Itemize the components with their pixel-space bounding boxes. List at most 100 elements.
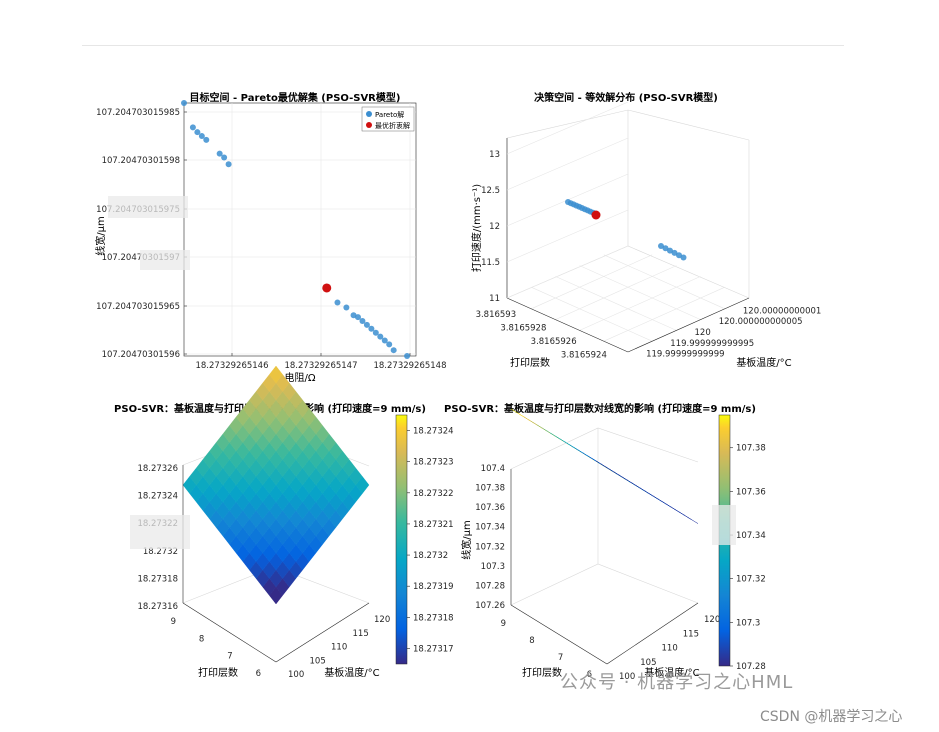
- pareto-point: [386, 341, 393, 348]
- pareto-point: [368, 325, 375, 332]
- y-tick-label: 7: [558, 653, 563, 663]
- x-tick-label: 18.27329265146: [195, 361, 268, 371]
- y-tick-label: 9: [171, 617, 176, 627]
- watermark-wechat: 公众号 · 机器学习之心HML: [560, 672, 794, 693]
- watermark-csdn: CSDN @机器学习之心: [760, 709, 903, 725]
- pareto-point: [667, 247, 673, 254]
- z-tick-label: 107.32: [475, 542, 505, 552]
- colorbar-tick-label: 18.27317: [413, 644, 454, 654]
- y-tick-label: 107.204703015965: [96, 302, 180, 312]
- y-tick-label: 3.8165924: [561, 350, 607, 360]
- pareto-point: [404, 353, 411, 359]
- pareto-point: [359, 318, 366, 325]
- z-tick-label: 107.36: [475, 503, 505, 513]
- grid-line: [579, 276, 701, 331]
- grid-line: [579, 265, 701, 320]
- colorbar-tick-label: 18.27321: [413, 520, 454, 530]
- z-tick-label: 107.38: [475, 484, 505, 494]
- colorbar-tick-label: 107.3: [736, 618, 760, 628]
- blur-overlay: [712, 505, 736, 545]
- chart4-colorbar-ticks: 107.28 107.3 107.32 107.34 107.36 107.38: [730, 444, 766, 672]
- chart2-xlabel: 基板温度/°C: [736, 356, 791, 369]
- y-tick-label: 8: [529, 636, 534, 646]
- pareto-point: [216, 150, 223, 157]
- chart4-title: PSO-SVR：基板温度与打印层数对线宽的影响 (打印速度=9 mm/s): [444, 402, 756, 415]
- chart1-legend: Pareto解 最优折衷解: [361, 106, 415, 132]
- chart2-z-ticks: 11 11.5 12 12.5 13: [481, 101, 629, 304]
- legend-best-label: 最优折衷解: [375, 121, 410, 130]
- x-tick-label: 119.999999999995: [670, 339, 754, 349]
- pareto-point: [198, 133, 205, 140]
- chart3-x-ticks: 100 105 110 115 120: [288, 615, 390, 680]
- best-solution-point: [591, 210, 601, 220]
- colorbar-tick-label: 107.36: [736, 487, 766, 497]
- chart-pareto-2d: 目标空间 - Pareto最优解集 (PSO-SVR模型) 107.204703…: [94, 91, 447, 384]
- pareto-point: [671, 249, 678, 256]
- best-solution-point: [322, 283, 332, 293]
- pareto-point: [676, 252, 682, 259]
- chart3-surface: [182, 365, 370, 605]
- pareto-point: [334, 299, 341, 306]
- chart4-z-ticks: 107.26 107.28 107.3 107.32 107.34 107.36 107.3…: [475, 464, 505, 611]
- chart3-y-ticks: 6 7 8 9: [171, 617, 261, 679]
- blur-overlay: [140, 250, 190, 270]
- z-tick-label: 13: [489, 150, 500, 160]
- chart2-axes: [506, 138, 750, 353]
- colorbar-tick-label: 18.27319: [413, 582, 454, 592]
- grid-line: [555, 276, 677, 331]
- x-tick-label: 119.99999999999: [646, 350, 724, 360]
- legend-pareto-label: Pareto解: [375, 110, 404, 119]
- grid-line: [531, 286, 653, 342]
- grid-line: [603, 286, 725, 342]
- colorbar-tick-label: 18.27323: [413, 458, 454, 468]
- chart1-points: [181, 100, 411, 359]
- pareto-point: [189, 124, 196, 131]
- x-tick-label: 110: [331, 643, 347, 653]
- pareto-point: [680, 254, 687, 261]
- x-tick-label: 100: [288, 670, 304, 680]
- x-tick-label: 120: [374, 615, 390, 625]
- y-tick-label: 107.204703015985: [96, 108, 180, 118]
- legend-pareto-marker: [366, 111, 372, 117]
- chart3-ylabel: 打印层数: [198, 666, 238, 679]
- y-tick-label: 107.20470301596: [102, 350, 180, 360]
- grid-line: [506, 245, 629, 299]
- chart1-plot-area: [183, 102, 417, 357]
- legend-best-marker: [366, 122, 372, 128]
- grid-line: [506, 209, 629, 263]
- colorbar-tick-label: 107.34: [736, 531, 766, 541]
- y-tick-label: 107.20470301598: [102, 156, 180, 166]
- pareto-point: [363, 321, 370, 328]
- surface-patch: [595, 460, 610, 469]
- y-tick-label: 3.8165928: [500, 323, 546, 333]
- pareto-point: [372, 329, 379, 336]
- chart2-points: [565, 199, 687, 261]
- x-tick-label: 18.27329265147: [284, 361, 357, 371]
- chart1-ylabel: 线宽/μm: [94, 216, 107, 255]
- chart-resistance-surface: PSO-SVR：基板温度与打印层数对电阻的影响 (打印速度=9 mm/s) 18…: [114, 365, 454, 680]
- grid-line: [555, 265, 677, 320]
- chart1-xlabel: 电阻/Ω: [284, 371, 315, 384]
- x-tick-label: 100: [619, 672, 635, 682]
- chart1-y-ticks: 107.204703015985 107.20470301598 107.20470…: [96, 108, 187, 360]
- pareto-point: [203, 136, 210, 143]
- z-tick-label: 18.27318: [137, 574, 178, 584]
- colorbar-tick-label: 18.27322: [413, 489, 454, 499]
- top-divider: [82, 45, 844, 46]
- colorbar-tick-label: 18.2732: [413, 551, 448, 561]
- surface-patch: [269, 365, 283, 384]
- x-tick-label: 115: [683, 629, 699, 639]
- pareto-point: [354, 314, 361, 321]
- pareto-point: [377, 333, 384, 340]
- pareto-point: [221, 154, 228, 161]
- chart4-ylabel: 打印层数: [522, 666, 562, 679]
- chart2-zlabel: 打印速度/(mm·s⁻¹): [470, 184, 483, 272]
- pareto-point: [194, 129, 201, 136]
- chart4-x-ticks: 100 105 110 115 120: [619, 615, 720, 682]
- x-tick-label: 120.00000000001: [743, 306, 821, 316]
- chart1-title: 目标空间 - Pareto最优解集 (PSO-SVR模型): [190, 91, 401, 104]
- blur-overlay: [108, 196, 188, 218]
- z-tick-label: 18.27316: [137, 602, 178, 612]
